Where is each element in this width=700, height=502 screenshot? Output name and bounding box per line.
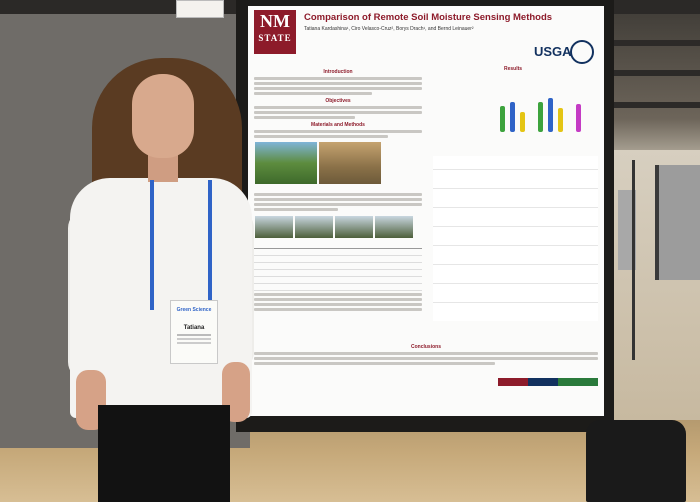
ceiling-truss — [600, 40, 700, 46]
section-heading-conclusions: Conclusions — [410, 344, 441, 350]
section-heading-introduction: Introduction — [323, 69, 353, 75]
section-heading-objectives: Objectives — [325, 98, 351, 104]
field-photo — [319, 142, 381, 184]
background-poster-board — [655, 165, 700, 280]
poster-stand-leg — [632, 160, 635, 360]
poster-conclusions: Conclusions — [254, 341, 598, 367]
badge-name: Tatiana — [183, 325, 205, 331]
black-pants — [98, 405, 230, 502]
usga-logo: USGA — [534, 44, 572, 59]
chair — [586, 420, 686, 502]
poster-right-column: Results — [428, 66, 598, 72]
footer-logos — [498, 378, 598, 386]
poster-title: Comparison of Remote Soil Moisture Sensi… — [304, 12, 553, 23]
results-scatter-grid — [433, 156, 598, 321]
section-heading-results: Results — [503, 66, 523, 72]
usga-seal-icon — [570, 40, 594, 64]
poster-left-column: Introduction Objectives Materials and Me… — [254, 66, 422, 313]
face — [132, 74, 194, 158]
background-poster-stand — [618, 190, 636, 270]
research-poster: NM STATE Comparison of Remote Soil Moist… — [248, 6, 604, 416]
name-badge: Green Science Tatiana — [170, 300, 218, 364]
poster-authors: Tatiana Kardashina¹, Ciro Velasco-Cruz²,… — [304, 26, 474, 32]
sensor-comparison-table — [254, 248, 422, 291]
results-boxplot — [498, 92, 593, 132]
nmsu-logo: NM STATE — [254, 10, 296, 54]
section-heading-methods: Materials and Methods — [311, 122, 365, 128]
site-photos — [254, 141, 422, 190]
board-tag — [176, 0, 224, 18]
badge-event: Green Science — [176, 307, 212, 313]
sensor-photos — [254, 215, 422, 244]
lanyard — [150, 180, 212, 310]
golf-course-photo — [255, 142, 317, 184]
